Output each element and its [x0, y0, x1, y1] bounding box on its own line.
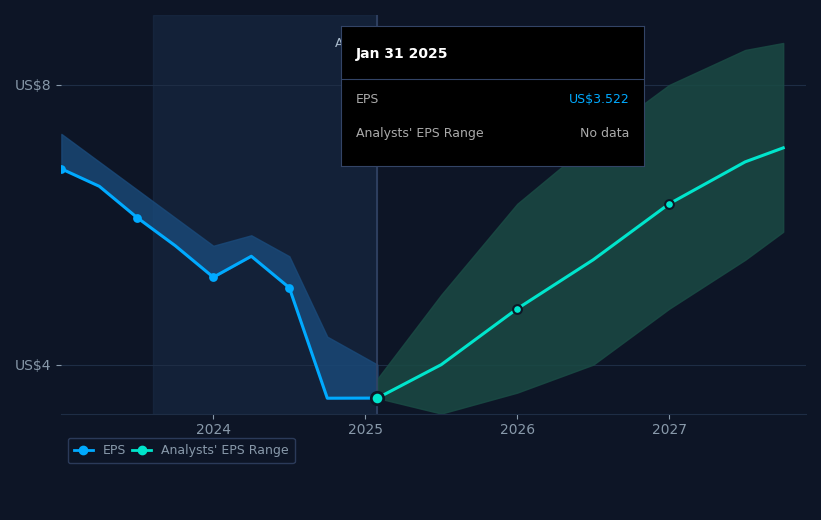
- Text: EPS: EPS: [356, 94, 379, 107]
- Text: No data: No data: [580, 127, 629, 140]
- Bar: [153, 15, 378, 413]
- Point: [207, 273, 220, 281]
- Point: [511, 305, 524, 313]
- Text: US$3.522: US$3.522: [569, 94, 629, 107]
- Text: Actual: Actual: [335, 37, 374, 50]
- Text: Jan 31 2025: Jan 31 2025: [356, 47, 448, 61]
- Point: [371, 394, 384, 402]
- Text: Analysts Forecasts: Analysts Forecasts: [383, 37, 500, 50]
- Point: [55, 165, 68, 173]
- Legend: EPS, Analysts' EPS Range: EPS, Analysts' EPS Range: [67, 438, 295, 463]
- Point: [663, 200, 676, 208]
- Text: Analysts' EPS Range: Analysts' EPS Range: [356, 127, 484, 140]
- Point: [131, 214, 144, 222]
- Point: [282, 283, 296, 292]
